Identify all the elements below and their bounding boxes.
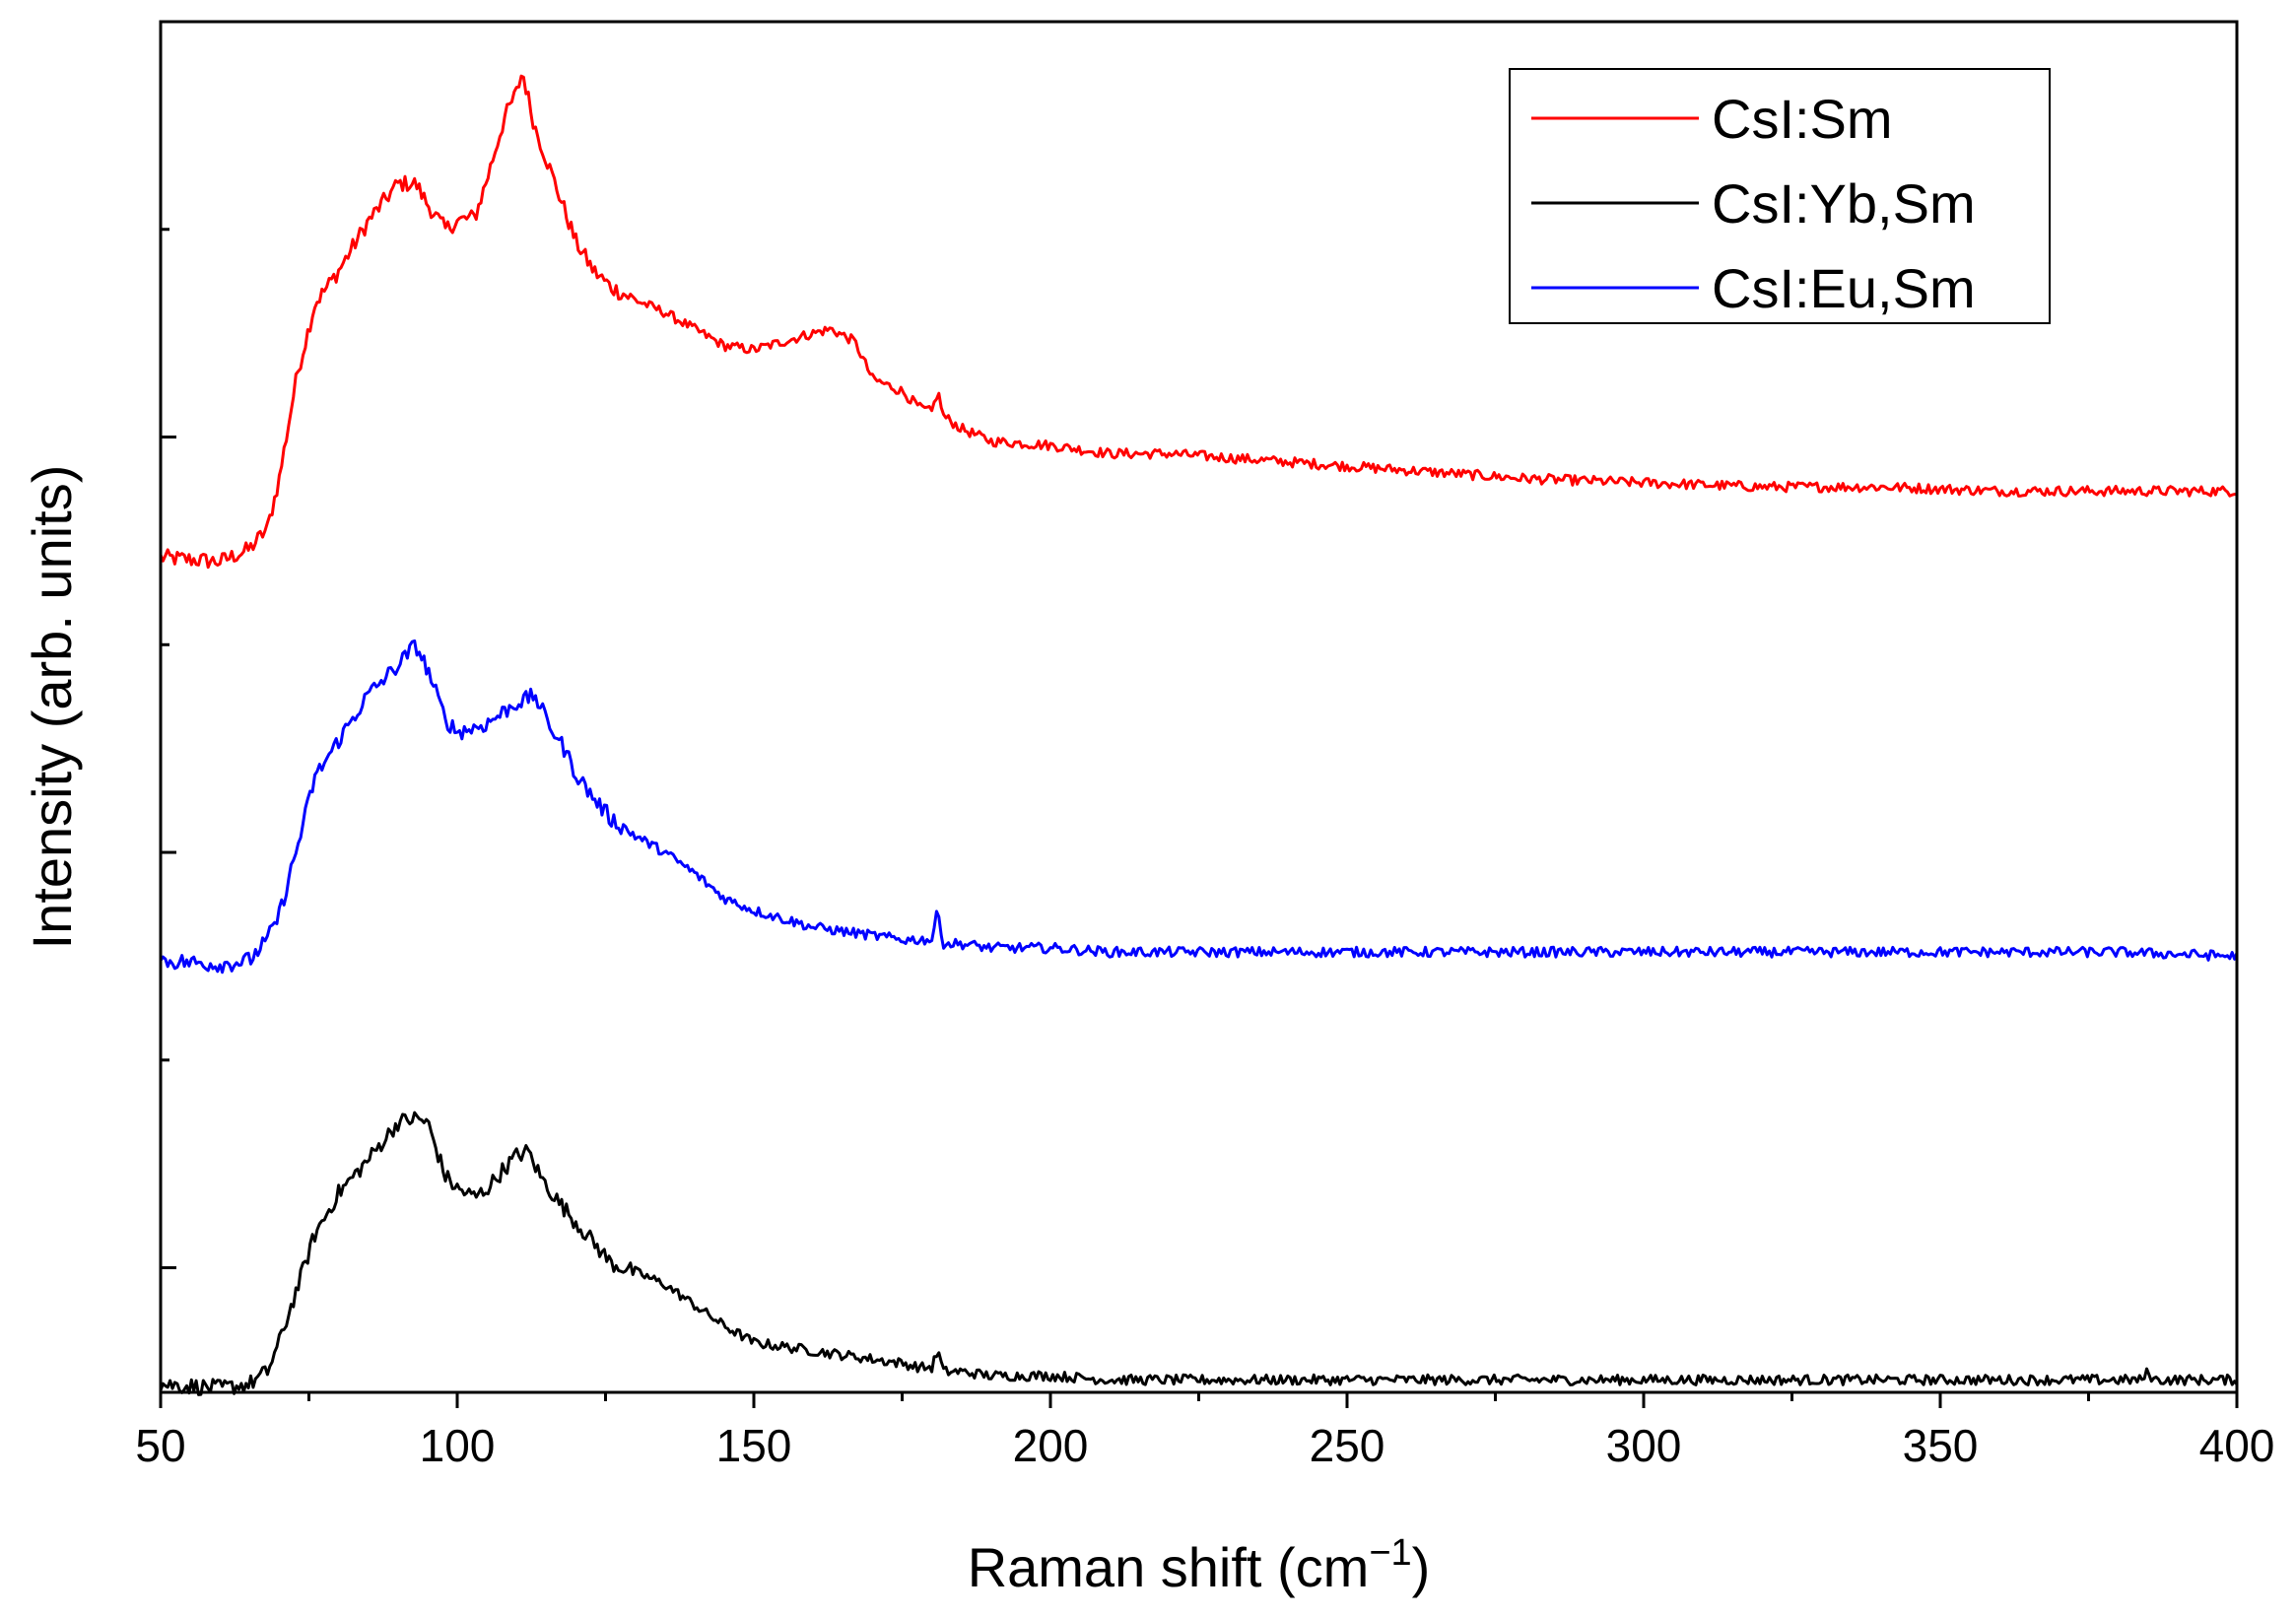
- legend: CsI:Sm CsI:Yb,Sm CsI:Eu,Sm: [1509, 68, 2051, 324]
- x-axis-title: Raman shift (cm−1): [968, 1532, 1431, 1598]
- x-tick-label-6: 350: [1903, 1420, 1979, 1471]
- y-axis-title: Intensity (arb. units): [21, 465, 83, 950]
- x-tick-label-0: 50: [135, 1420, 185, 1471]
- legend-box: [1509, 68, 2051, 324]
- series-line-0: [159, 74, 2237, 570]
- ticks-group: 50 100 150 200 250 300 350 400: [135, 228, 2275, 1471]
- x-tick-label-7: 400: [2199, 1420, 2275, 1471]
- x-tick-label-1: 100: [420, 1420, 496, 1471]
- x-axis-title-close: ): [1412, 1536, 1431, 1598]
- legend-label-1: CsI:Yb,Sm: [1712, 172, 1976, 235]
- x-tick-label-2: 150: [716, 1420, 792, 1471]
- x-tick-label-3: 200: [1013, 1420, 1089, 1471]
- x-tick-label-4: 250: [1310, 1420, 1385, 1471]
- legend-label-0: CsI:Sm: [1712, 88, 1893, 150]
- legend-label-2: CsI:Eu,Sm: [1712, 257, 1976, 319]
- x-axis-title-main: Raman shift (cm: [968, 1536, 1370, 1598]
- series-line-2: [159, 639, 2239, 975]
- series-line-1: [159, 1111, 2239, 1396]
- x-tick-label-5: 300: [1606, 1420, 1682, 1471]
- plot-series-group: [159, 74, 2239, 1396]
- x-axis-title-superscript: −1: [1369, 1532, 1411, 1574]
